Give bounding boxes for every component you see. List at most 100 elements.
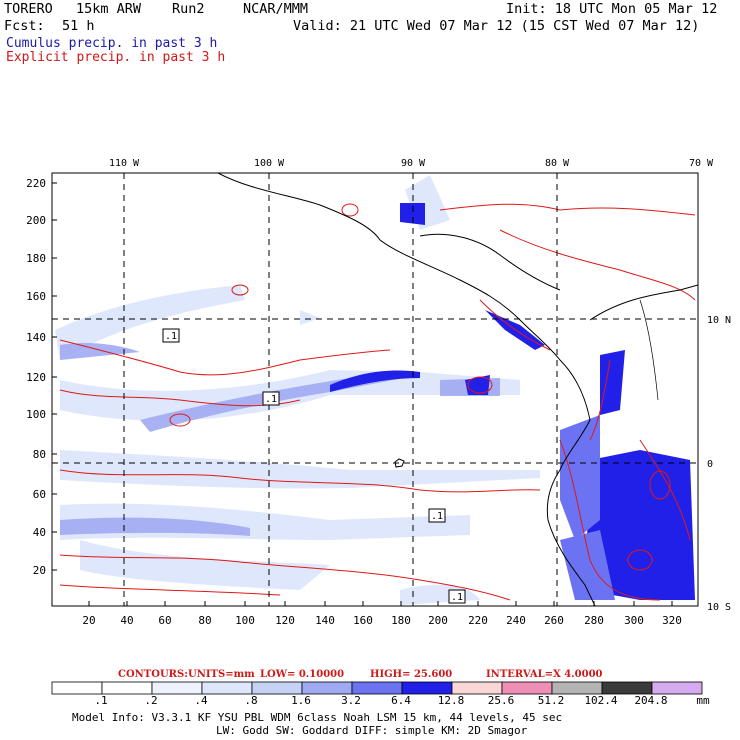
coastline-north-colombia xyxy=(589,284,698,321)
country-border xyxy=(639,299,659,401)
y-tick-labels: 220 200 180 160 140 120 100 80 60 40 20 xyxy=(26,177,46,577)
contours-low: LOW= 0.10000 xyxy=(260,669,344,680)
forecast-hour: 51 h xyxy=(62,18,95,34)
contours-label: CONTOURS: xyxy=(118,669,188,680)
x-tick-label: 200 xyxy=(428,614,448,627)
explicit-legend: Explicit precip. in past 3 h xyxy=(6,50,226,65)
forecast-label: Fcst: xyxy=(4,18,45,34)
x-tick-label: 100 xyxy=(235,614,255,627)
axis-ticks xyxy=(52,182,673,606)
y-tick-label: 200 xyxy=(26,214,46,227)
model-resolution: 15km ARW xyxy=(76,1,142,17)
y-tick-label: 160 xyxy=(26,290,46,303)
lon-label-70w: 70 W xyxy=(689,158,714,169)
lat-label-0: 0 xyxy=(707,459,713,470)
map-frame xyxy=(51,172,699,607)
colorbar-swatch xyxy=(651,681,703,695)
contours-high: HIGH= 25.600 xyxy=(370,669,452,680)
cumulus-legend: Cumulus precip. in past 3 h xyxy=(6,36,218,51)
init-time: Init: 18 UTC Mon 05 Mar 12 xyxy=(506,1,718,17)
colorbar-label: 102.4 xyxy=(584,694,617,707)
contour-info: CONTOURS: UNITS=mm LOW= 0.10000 HIGH= 25… xyxy=(118,669,603,680)
x-tick-label: 40 xyxy=(120,614,133,627)
color-bar-labels: .1 .2 .4 .8 1.6 3.2 6.4 12.8 25.6 51.2 1… xyxy=(94,694,710,707)
contour-label-3: .1 xyxy=(431,511,443,522)
colorbar-label: 25.6 xyxy=(488,694,515,707)
colorbar-swatch xyxy=(401,681,453,695)
x-tick-label: 320 xyxy=(662,614,682,627)
lat-lon-grid xyxy=(52,173,698,606)
strong-precip-areas xyxy=(560,415,615,600)
x-tick-label: 20 xyxy=(82,614,95,627)
colorbar-label: .8 xyxy=(244,694,257,707)
organization: NCAR/MMM xyxy=(243,1,309,17)
contour-labels: .1 .1 .1 .1 xyxy=(162,328,466,604)
model-info-line1: Model Info: V3.3.1 KF YSU PBL WDM 6class… xyxy=(72,711,562,724)
contour-label-box-2 xyxy=(262,391,280,406)
lon-labels: 110 W 100 W 90 W 80 W 70 W xyxy=(109,158,714,169)
colorbar-label: .4 xyxy=(194,694,208,707)
y-tick-label: 40 xyxy=(33,526,46,539)
x-tick-label: 140 xyxy=(315,614,335,627)
model-name: TORERO xyxy=(4,1,53,17)
colorbar-swatch xyxy=(201,681,253,695)
map-field xyxy=(52,173,698,606)
colorbar-swatch xyxy=(251,681,303,695)
contour-label-4: .1 xyxy=(451,592,463,603)
y-tick-label: 180 xyxy=(26,252,46,265)
lat-label-10n: 10 N xyxy=(707,315,731,326)
y-tick-label: 220 xyxy=(26,177,46,190)
y-tick-label: 20 xyxy=(33,564,46,577)
footer: Model Info: V3.3.1 KF YSU PBL WDM 6class… xyxy=(72,711,562,737)
valid-time: Valid: 21 UTC Wed 07 Mar 12 (15 CST Wed … xyxy=(293,18,700,34)
x-tick-label: 180 xyxy=(391,614,411,627)
contours-units: UNITS=mm xyxy=(188,669,255,680)
contour-label-2: .1 xyxy=(265,394,277,405)
lat-label-10s: 10 S xyxy=(707,602,731,613)
lon-label-110w: 110 W xyxy=(109,158,140,169)
contour-label-1: .1 xyxy=(165,331,177,342)
y-tick-label: 100 xyxy=(26,408,46,421)
colorbar-label: 1.6 xyxy=(291,694,311,707)
colorbar-swatch xyxy=(351,681,403,695)
x-tick-label: 80 xyxy=(198,614,211,627)
model-info-line2: LW: Godd SW: Goddard DIFF: simple KM: 2D… xyxy=(216,724,528,737)
x-tick-label: 60 xyxy=(158,614,171,627)
x-tick-label: 240 xyxy=(506,614,526,627)
y-tick-label: 140 xyxy=(26,331,46,344)
y-tick-label: 60 xyxy=(33,488,46,501)
model-run: Run2 xyxy=(172,1,205,17)
colorbar-swatch xyxy=(151,681,203,695)
colorbar-swatch xyxy=(501,681,553,695)
lat-labels: 10 N 0 10 S xyxy=(707,315,731,613)
colorbar-label: .2 xyxy=(144,694,157,707)
colorbar-label: 204.8 xyxy=(634,694,667,707)
galapagos-islands xyxy=(394,458,405,468)
contours-interval: INTERVAL=X 4.0000 xyxy=(486,669,603,680)
colorbar-swatch xyxy=(101,681,153,695)
x-tick-label: 260 xyxy=(544,614,564,627)
colorbar-label: 12.8 xyxy=(438,694,465,707)
x-tick-label: 160 xyxy=(353,614,373,627)
colorbar-swatch xyxy=(301,681,353,695)
heavy-precip-areas xyxy=(330,203,695,600)
colorbar-label: 51.2 xyxy=(538,694,565,707)
x-tick-label: 280 xyxy=(584,614,604,627)
colorbar-swatch xyxy=(601,681,653,695)
contour-label-box-4 xyxy=(448,589,466,604)
y-tick-label: 80 xyxy=(33,448,46,461)
colorbar-swatch xyxy=(451,681,503,695)
colorbar-label: 6.4 xyxy=(391,694,411,707)
colorbar-label: 3.2 xyxy=(341,694,361,707)
lon-label-90w: 90 W xyxy=(401,158,426,169)
y-tick-label: 120 xyxy=(26,371,46,384)
color-bar xyxy=(51,681,703,695)
lon-label-100w: 100 W xyxy=(254,158,285,169)
contour-label-box-3 xyxy=(428,508,446,523)
x-tick-label: 300 xyxy=(624,614,644,627)
colorbar-label: .1 xyxy=(94,694,107,707)
contour-label-box-1 xyxy=(162,328,180,343)
x-tick-label: 120 xyxy=(275,614,295,627)
colorbar-swatch xyxy=(551,681,603,695)
